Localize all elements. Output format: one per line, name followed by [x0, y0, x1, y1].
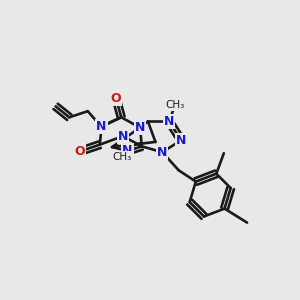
Text: O: O	[74, 145, 85, 158]
Text: N: N	[176, 134, 186, 147]
Text: CH₃: CH₃	[165, 100, 184, 110]
Text: N: N	[122, 144, 133, 157]
Text: O: O	[111, 92, 122, 105]
Text: N: N	[96, 120, 106, 134]
Text: N: N	[164, 115, 174, 128]
Text: N: N	[157, 146, 167, 159]
Text: N: N	[118, 130, 128, 142]
Text: N: N	[135, 121, 145, 134]
Text: CH₃: CH₃	[112, 152, 132, 162]
